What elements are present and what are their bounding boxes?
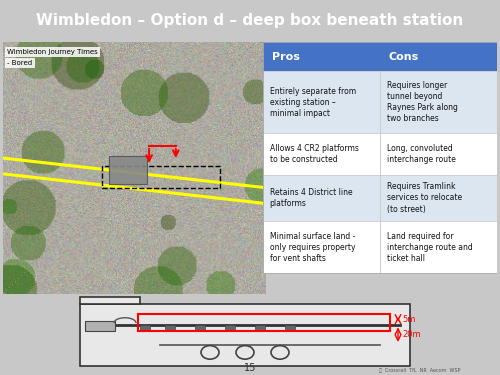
Bar [80,304,410,366]
Bar [380,221,496,273]
Bar [380,42,496,71]
Text: - Bored: - Bored [8,60,32,66]
Bar [80,297,140,304]
Bar [380,133,496,175]
Bar [102,166,220,188]
Text: Requires Tramlink
services to relocate
(to street): Requires Tramlink services to relocate (… [386,182,462,214]
Bar [380,175,496,221]
Bar [140,324,150,330]
Bar [285,324,295,330]
Bar [380,71,496,133]
Text: Cons: Cons [389,52,419,62]
Text: ⓣ  Crossrail  TfL  NR  Aecom  WSP: ⓣ Crossrail TfL NR Aecom WSP [378,368,460,373]
Text: Entirely separate from
existing station –
minimal impact: Entirely separate from existing station … [270,87,356,118]
Bar [138,314,390,330]
Text: Wimbledon – Option d – deep box beneath station: Wimbledon – Option d – deep box beneath … [36,13,464,28]
Bar [262,175,380,221]
Bar [85,321,115,330]
Text: Retains 4 District line
platforms: Retains 4 District line platforms [270,188,352,208]
Bar [195,324,205,330]
Text: Allows 4 CR2 platforms
to be constructed: Allows 4 CR2 platforms to be constructed [270,144,358,164]
Text: 20m: 20m [402,330,420,339]
Text: 15: 15 [244,363,256,373]
Text: Long, convoluted
interchange route: Long, convoluted interchange route [386,144,456,164]
Bar [262,42,380,71]
Bar [255,324,265,330]
Bar [262,133,380,175]
Text: Minimal surface land -
only requires property
for vent shafts: Minimal surface land - only requires pro… [270,231,355,263]
Bar [262,221,380,273]
Text: 5m: 5m [402,315,415,324]
Bar [110,156,147,184]
Text: Wimbledon Journey Times: Wimbledon Journey Times [8,49,98,55]
Text: Requires longer
tunnel beyond
Raynes Park along
two branches: Requires longer tunnel beyond Raynes Par… [386,81,458,123]
Text: Land required for
interchange route and
ticket hall: Land required for interchange route and … [386,231,472,263]
Bar [165,324,175,330]
Bar [225,324,235,330]
Text: Pros: Pros [272,52,299,62]
Bar [262,71,380,133]
